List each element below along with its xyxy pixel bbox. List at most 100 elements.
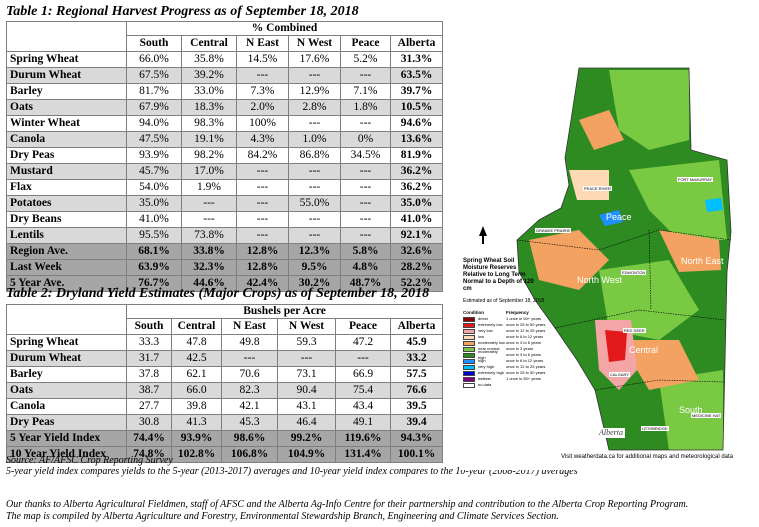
legend-label: extremely high — [478, 370, 505, 375]
column-header-south: South — [126, 35, 182, 52]
table-cell: --- — [236, 67, 289, 84]
legend-item: very high once in 12 to 25 years — [463, 364, 546, 370]
table-cell: 100% — [236, 115, 289, 132]
legend-swatch — [463, 340, 475, 346]
table-cell: --- — [236, 227, 289, 244]
table-cell: 49.8 — [221, 334, 278, 351]
table-row: Flax 54.0% 1.9% --- --- --- 36.2% — [6, 179, 444, 196]
table-cell: 81.9% — [389, 147, 444, 164]
map-legend-title: Spring Wheat Soil Moisture Reserves Rela… — [463, 258, 534, 292]
legend-swatch — [463, 352, 475, 358]
table-row: Spring Wheat 66.0% 35.8% 14.5% 17.6% 5.2% 31.3… — [6, 51, 444, 68]
legend-swatch — [463, 316, 475, 322]
legend-item: extremely low once in 25 to 50 years — [463, 322, 546, 328]
row-label: Mustard — [6, 163, 127, 180]
table-cell: 98.6% — [221, 430, 278, 447]
legend-swatch — [463, 334, 475, 340]
column-header-n-west: N West — [277, 318, 336, 335]
legend-label: driest — [478, 316, 488, 321]
city-red-deer: RED DEER — [623, 328, 646, 333]
table-row: Dry Peas 93.9% 98.2% 84.2% 86.8% 34.5% 81.9% — [6, 147, 444, 164]
row-label: Flax — [6, 179, 127, 196]
table-cell: 0% — [340, 131, 391, 148]
legend-label: near normal — [478, 346, 500, 351]
column-header-alberta: Alberta — [389, 35, 444, 52]
legend-swatch — [463, 328, 475, 334]
header-spacer — [6, 35, 127, 52]
legend-frequency: 1 once in 50+ years — [506, 376, 542, 381]
table-cell: 52.2% — [389, 275, 444, 292]
table-cell: --- — [236, 179, 289, 196]
table-cell: 30.2% — [288, 275, 341, 292]
table-cell: 28.2% — [389, 259, 444, 276]
row-label: Canola — [6, 398, 127, 415]
table-cell: 84.2% — [236, 147, 289, 164]
table-cell: 33.0% — [181, 83, 237, 100]
table-cell: 67.9% — [126, 99, 182, 116]
table1-title: Table 1: Regional Harvest Progress as of… — [6, 4, 359, 19]
legend-item: moderately low once in 3 to 6 years — [463, 340, 546, 346]
legend-label: very high — [478, 364, 495, 369]
table-cell: --- — [340, 163, 391, 180]
row-label: 5 Year Ave. — [6, 275, 127, 292]
region-label-north-west: North West — [577, 275, 622, 285]
table-cell: 106.8% — [221, 446, 278, 463]
table-cell: 47.5% — [126, 131, 182, 148]
table-cell: 73.8% — [181, 227, 237, 244]
table-cell: 47.2 — [335, 334, 391, 351]
legend-swatch — [463, 376, 475, 382]
table-cell: 36.2% — [389, 179, 444, 196]
table-header-row: % Combined — [6, 21, 444, 36]
table-row: Barley 81.7% 33.0% 7.3% 12.9% 7.1% 39.7% — [6, 83, 444, 100]
legend-label: moderately low — [478, 340, 505, 345]
map-footer-link[interactable]: Visit weatherdata.ca for additional maps… — [561, 454, 733, 460]
alberta-logo: Alberta — [599, 428, 623, 437]
table-cell: 7.3% — [236, 83, 289, 100]
table-cell: 46.4 — [277, 414, 336, 431]
table-cell: 1.8% — [340, 99, 391, 116]
legend-label: moderately high — [478, 349, 498, 360]
table-row: Dry Beans 41.0% --- --- --- --- 41.0% — [6, 211, 444, 228]
legend-label: wettest — [478, 376, 491, 381]
row-label: Oats — [6, 382, 127, 399]
table-cell: 13.6% — [389, 131, 444, 148]
legend-item: very low once in 12 to 25 years — [463, 328, 546, 334]
legend-frequency: once in 6 to 12 years — [506, 334, 544, 339]
table-row: Durum Wheat 67.5% 39.2% --- --- --- 63.5% — [6, 67, 444, 84]
table-cell: 57.5 — [389, 366, 444, 383]
row-label: Lentils — [6, 227, 127, 244]
table-cell: 86.8% — [288, 147, 341, 164]
table-cell: 17.6% — [288, 51, 341, 68]
table-cell: 19.1% — [181, 131, 237, 148]
table-cell: 17.0% — [181, 163, 237, 180]
table-cell: 93.9% — [171, 430, 222, 447]
table-cell: 14.5% — [236, 51, 289, 68]
row-label: 5 Year Yield Index — [6, 430, 127, 447]
table-cell: 81.7% — [126, 83, 182, 100]
table2-title: Table 2: Dryland Yield Estimates (Major … — [6, 286, 430, 301]
soil-moisture-map: Peace North East North West Central Sout… — [459, 10, 755, 470]
table-cell: --- — [288, 67, 341, 84]
legend-swatch — [463, 382, 475, 388]
table-cell: 62.1 — [171, 366, 222, 383]
table-row: Spring Wheat 33.3 47.8 49.8 59.3 47.2 45.9 — [6, 334, 444, 351]
column-header-n-east: N East — [221, 318, 278, 335]
alberta-map-graphic — [459, 10, 755, 470]
table-cell: 39.8 — [171, 398, 222, 415]
city-peace-river: PEACE RIVER — [583, 186, 612, 191]
row-label: Last Week — [6, 259, 127, 276]
table-cell: 7.1% — [340, 83, 391, 100]
table-cell: 2.0% — [236, 99, 289, 116]
table-cell: 98.3% — [181, 115, 237, 132]
table-cell: 66.9 — [335, 366, 391, 383]
summary-row: 5 Year Ave. 76.7% 44.6% 42.4% 30.2% 48.7% 52.2… — [6, 275, 444, 292]
legend-frequency: 1 once in 50+ years — [506, 316, 542, 321]
table-cell: 33.3 — [126, 334, 172, 351]
table-cell: --- — [236, 211, 289, 228]
table-row: Durum Wheat 31.7 42.5 --- --- --- 33.2 — [6, 350, 444, 367]
table-cell: 4.3% — [236, 131, 289, 148]
table-cell: 100.1% — [389, 446, 444, 463]
table-cell: 63.5% — [389, 67, 444, 84]
legend-item: wettest 1 once in 50+ years — [463, 376, 546, 382]
row-label: Oats — [6, 99, 127, 116]
